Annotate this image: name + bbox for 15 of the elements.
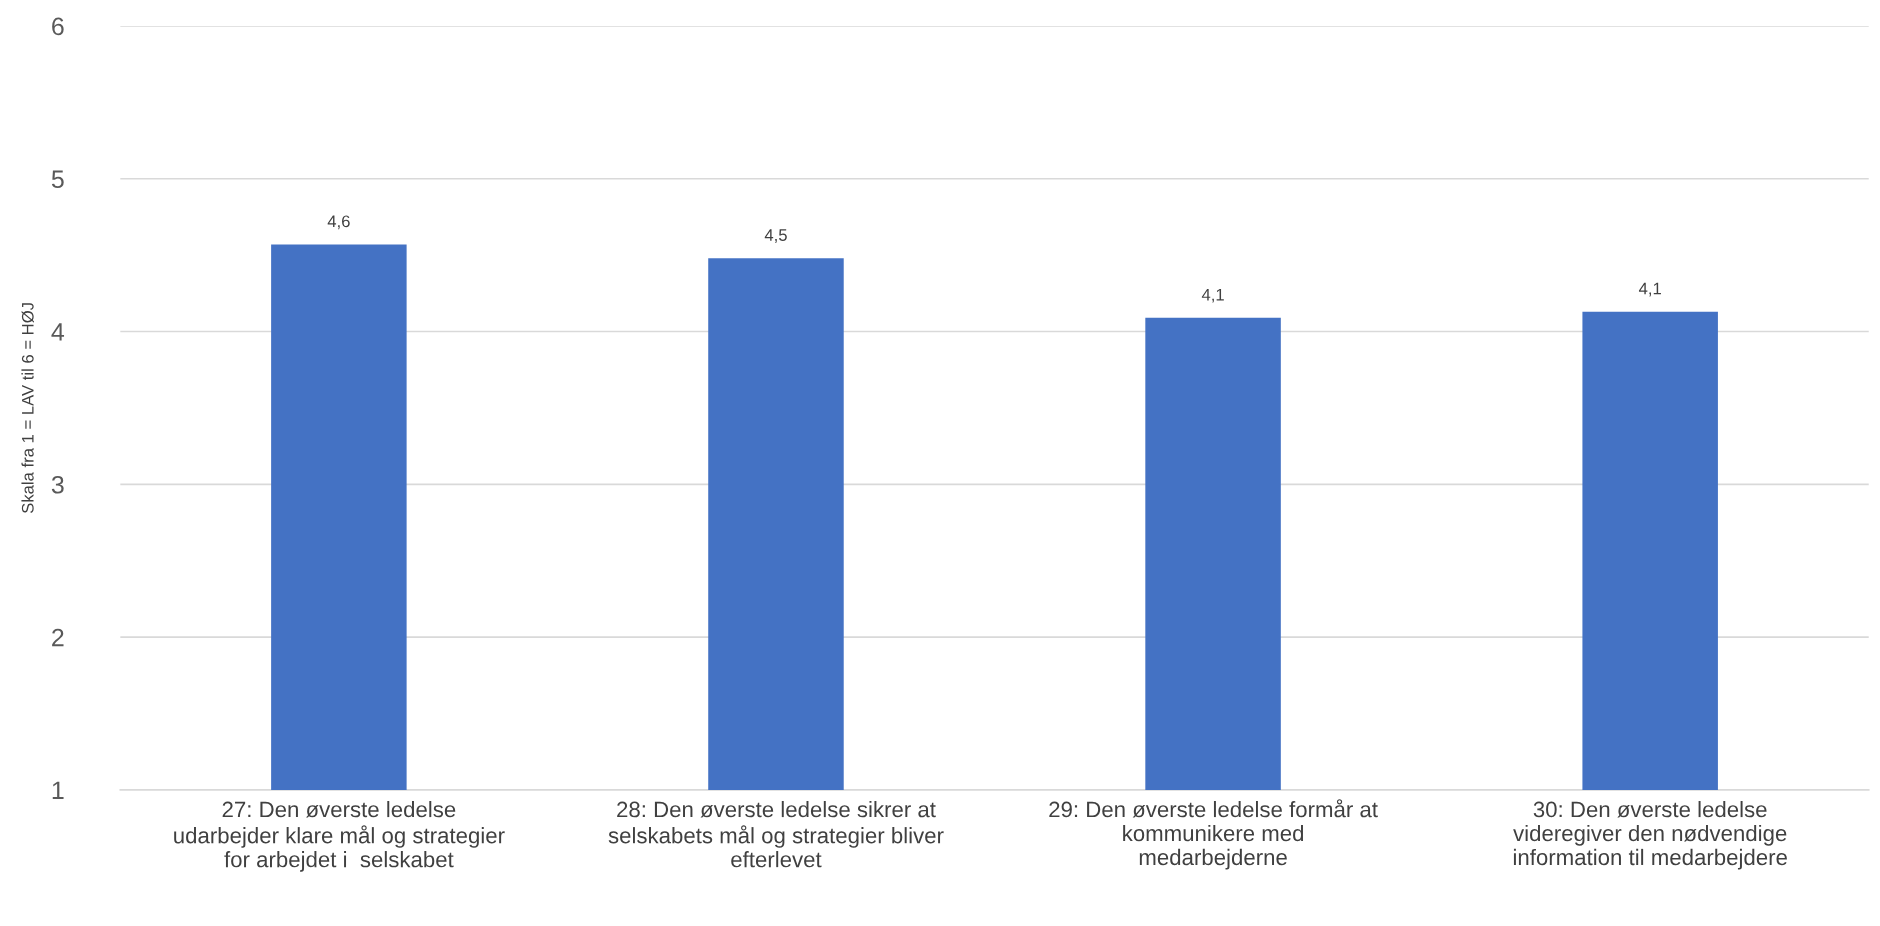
y-tick-label: 3 bbox=[51, 475, 64, 494]
y-tick-label: 1 bbox=[52, 781, 64, 799]
x-tick-label: 27: Den øverste ledelse udarbejder klare mål og strategier for arbejdet i selskabet bbox=[174, 800, 505, 872]
y-tick-label: 5 bbox=[51, 170, 64, 189]
y-tick-label: 4 bbox=[51, 323, 65, 341]
data-label: 4,5 bbox=[764, 229, 787, 243]
data-label: 4,1 bbox=[1201, 288, 1224, 303]
data-label: 4,6 bbox=[327, 215, 350, 230]
data-label: 4,1 bbox=[1638, 282, 1661, 297]
y-axis-title: Skala fra 1 = LAV til 6 = HØJ bbox=[21, 303, 34, 514]
x-tick-label: 28: Den øverste ledelse sikrer at selskabets mål og strategier bliver efterlevet bbox=[608, 800, 944, 868]
y-tick-label: 2 bbox=[52, 628, 64, 647]
x-tick-label: 30: Den øverste ledelse videregiver den nødvendige information til medarbejdere bbox=[1513, 800, 1787, 870]
x-tick-label: 29: Den øverste ledelse formår at kommunikere med medarbejderne bbox=[1049, 799, 1378, 870]
y-tick-label: 6 bbox=[52, 17, 64, 36]
